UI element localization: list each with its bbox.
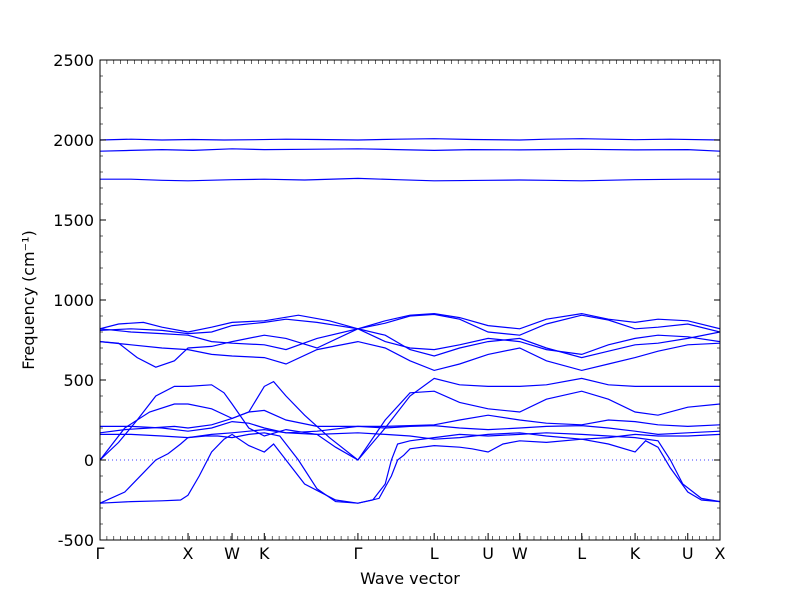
band-line-9 <box>100 377 720 461</box>
x-tick-label: K <box>630 544 641 563</box>
x-tick-label: X <box>183 544 194 563</box>
band-line-7 <box>100 340 720 372</box>
x-tick-label: Γ <box>96 544 105 563</box>
band-line-2 <box>100 148 720 152</box>
x-tick-label: W <box>224 544 240 563</box>
x-tick-label: K <box>259 544 270 563</box>
y-tick-label: -500 <box>58 531 94 550</box>
x-tick-label: U <box>482 544 494 563</box>
band-line-12 <box>100 420 720 436</box>
band-line-8 <box>100 328 720 359</box>
x-tick-label: Γ <box>353 544 362 563</box>
x-tick-label: X <box>715 544 726 563</box>
band-line-14 <box>100 433 720 504</box>
band-line-10 <box>100 380 720 461</box>
x-tick-label: L <box>430 544 439 563</box>
y-tick-label: 2500 <box>53 51 94 70</box>
band-line-15 <box>100 432 720 504</box>
band-line-4 <box>100 312 720 333</box>
x-axis-label: Wave vector <box>360 569 460 588</box>
band-line-5 <box>100 313 720 336</box>
plot-area <box>99 59 721 541</box>
band-line-6 <box>100 328 720 368</box>
x-tick-label: U <box>682 544 694 563</box>
band-line-13 <box>100 428 720 440</box>
y-axis-label: Frequency (cm⁻¹) <box>19 230 38 369</box>
y-tick-label: 2000 <box>53 131 94 150</box>
y-tick-label: 1000 <box>53 291 94 310</box>
band-line-1 <box>100 138 720 141</box>
y-tick-label: 0 <box>84 451 94 470</box>
band-line-3 <box>100 177 720 182</box>
plot-frame <box>99 59 721 541</box>
x-tick-label: W <box>512 544 528 563</box>
band-line-11 <box>100 409 720 434</box>
y-tick-label: 1500 <box>53 211 94 230</box>
y-tick-label: 500 <box>63 371 94 390</box>
x-tick-label: L <box>577 544 586 563</box>
y-axis: -500 0 500 1000 1500 2000 2500 <box>53 51 720 550</box>
